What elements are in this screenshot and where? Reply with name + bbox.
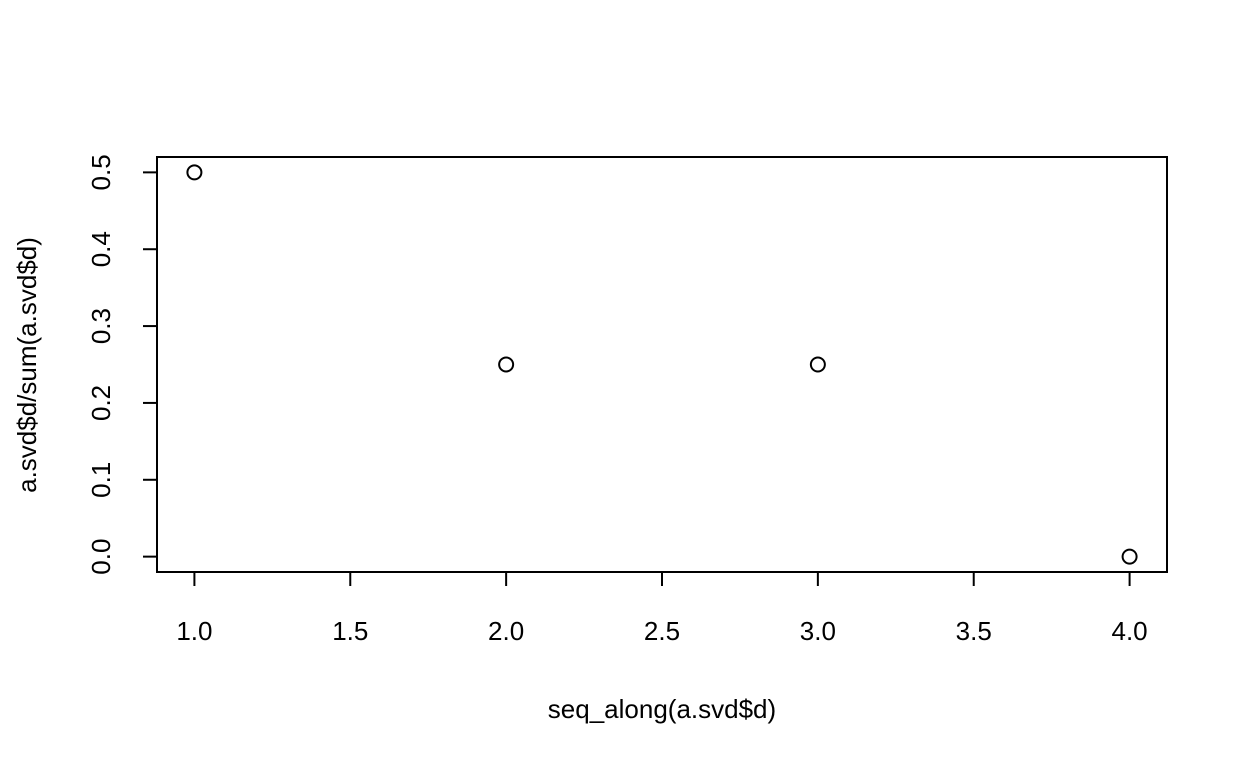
y-tick-label: 0.2 bbox=[86, 385, 116, 421]
x-axis-title: seq_along(a.svd$d) bbox=[548, 694, 776, 724]
x-tick-label: 1.0 bbox=[176, 616, 212, 646]
y-tick-label: 0.0 bbox=[86, 539, 116, 575]
y-tick-label: 0.5 bbox=[86, 154, 116, 190]
data-point bbox=[186, 164, 203, 181]
x-tick-label: 1.5 bbox=[332, 616, 368, 646]
data-points bbox=[186, 164, 1138, 565]
plot-frame bbox=[156, 156, 1168, 573]
data-point bbox=[1121, 548, 1138, 565]
y-tick-label: 0.1 bbox=[86, 462, 116, 498]
data-point bbox=[809, 356, 826, 373]
y-tick-label: 0.4 bbox=[86, 231, 116, 267]
x-tick-label: 4.0 bbox=[1112, 616, 1148, 646]
x-tick-label: 2.0 bbox=[488, 616, 524, 646]
x-tick-label: 2.5 bbox=[644, 616, 680, 646]
y-axis-title: a.svd$d/sum(a.svd$d) bbox=[12, 237, 42, 493]
y-tick-label: 0.3 bbox=[86, 308, 116, 344]
x-tick-label: 3.5 bbox=[956, 616, 992, 646]
data-point bbox=[498, 356, 515, 373]
x-tick-label: 3.0 bbox=[800, 616, 836, 646]
